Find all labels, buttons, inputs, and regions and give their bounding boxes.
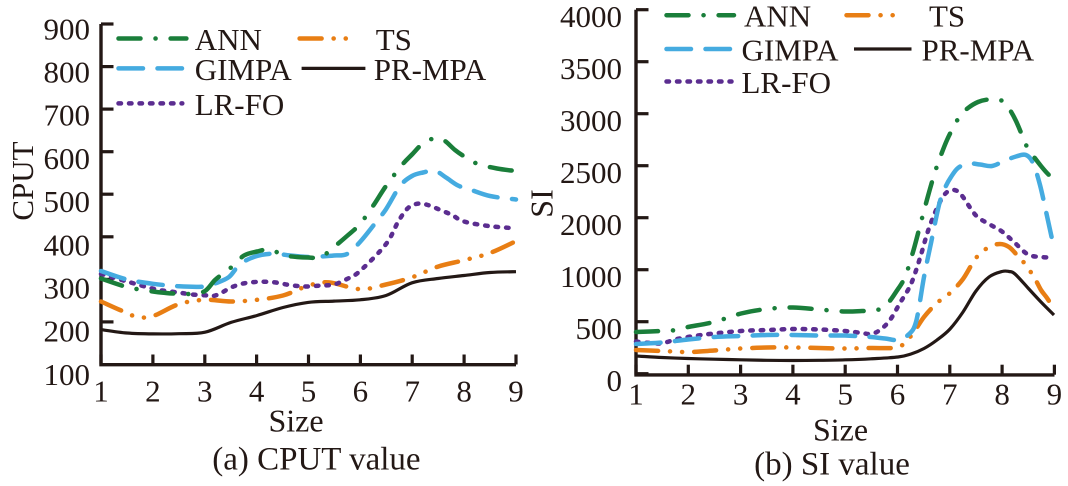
svg-text:300: 300: [44, 271, 91, 306]
svg-text:(b) SI value: (b) SI value: [754, 447, 910, 483]
svg-text:5: 5: [837, 377, 853, 412]
svg-text:9: 9: [1047, 377, 1063, 412]
svg-text:PR-MPA: PR-MPA: [374, 52, 487, 87]
svg-text:8: 8: [456, 374, 472, 409]
svg-text:TS: TS: [929, 0, 965, 34]
svg-text:5: 5: [301, 374, 317, 409]
svg-text:LR-FO: LR-FO: [742, 65, 832, 100]
svg-text:800: 800: [44, 55, 91, 90]
svg-text:1: 1: [628, 377, 644, 412]
svg-text:600: 600: [44, 141, 91, 176]
svg-text:4: 4: [249, 374, 265, 409]
svg-text:LR-FO: LR-FO: [195, 87, 285, 122]
svg-text:3000: 3000: [560, 103, 622, 138]
svg-text:7: 7: [942, 377, 958, 412]
svg-text:Size: Size: [268, 403, 323, 439]
svg-text:2000: 2000: [560, 207, 622, 242]
svg-text:(a) CPUT value: (a) CPUT value: [212, 442, 420, 478]
svg-text:7: 7: [404, 374, 420, 409]
svg-text:9: 9: [508, 374, 524, 409]
svg-text:CPUT: CPUT: [5, 141, 40, 220]
svg-text:2: 2: [681, 377, 697, 412]
svg-text:500: 500: [576, 311, 623, 346]
svg-text:2: 2: [145, 374, 161, 409]
svg-text:GIMPA: GIMPA: [195, 52, 293, 87]
svg-text:6: 6: [890, 377, 906, 412]
svg-text:2500: 2500: [560, 155, 622, 190]
svg-text:3: 3: [197, 374, 213, 409]
svg-text:3: 3: [733, 377, 749, 412]
svg-text:4000: 4000: [560, 0, 622, 34]
svg-text:700: 700: [44, 98, 91, 133]
svg-text:ANN: ANN: [744, 0, 811, 34]
svg-text:SI: SI: [524, 189, 560, 217]
svg-text:1000: 1000: [560, 259, 622, 294]
svg-text:PR-MPA: PR-MPA: [922, 33, 1035, 68]
svg-text:900: 900: [44, 11, 91, 46]
svg-text:1: 1: [93, 374, 109, 409]
svg-text:6: 6: [353, 374, 369, 409]
svg-text:3500: 3500: [560, 51, 622, 86]
svg-text:Size: Size: [813, 412, 868, 448]
svg-text:100: 100: [44, 357, 91, 392]
svg-text:400: 400: [44, 227, 91, 262]
svg-text:4: 4: [785, 377, 801, 412]
svg-text:GIMPA: GIMPA: [742, 33, 840, 68]
svg-text:500: 500: [44, 184, 91, 219]
svg-text:TS: TS: [376, 22, 412, 57]
svg-text:ANN: ANN: [195, 22, 262, 57]
svg-text:8: 8: [994, 377, 1010, 412]
svg-text:200: 200: [44, 314, 91, 349]
svg-text:0: 0: [607, 363, 623, 398]
